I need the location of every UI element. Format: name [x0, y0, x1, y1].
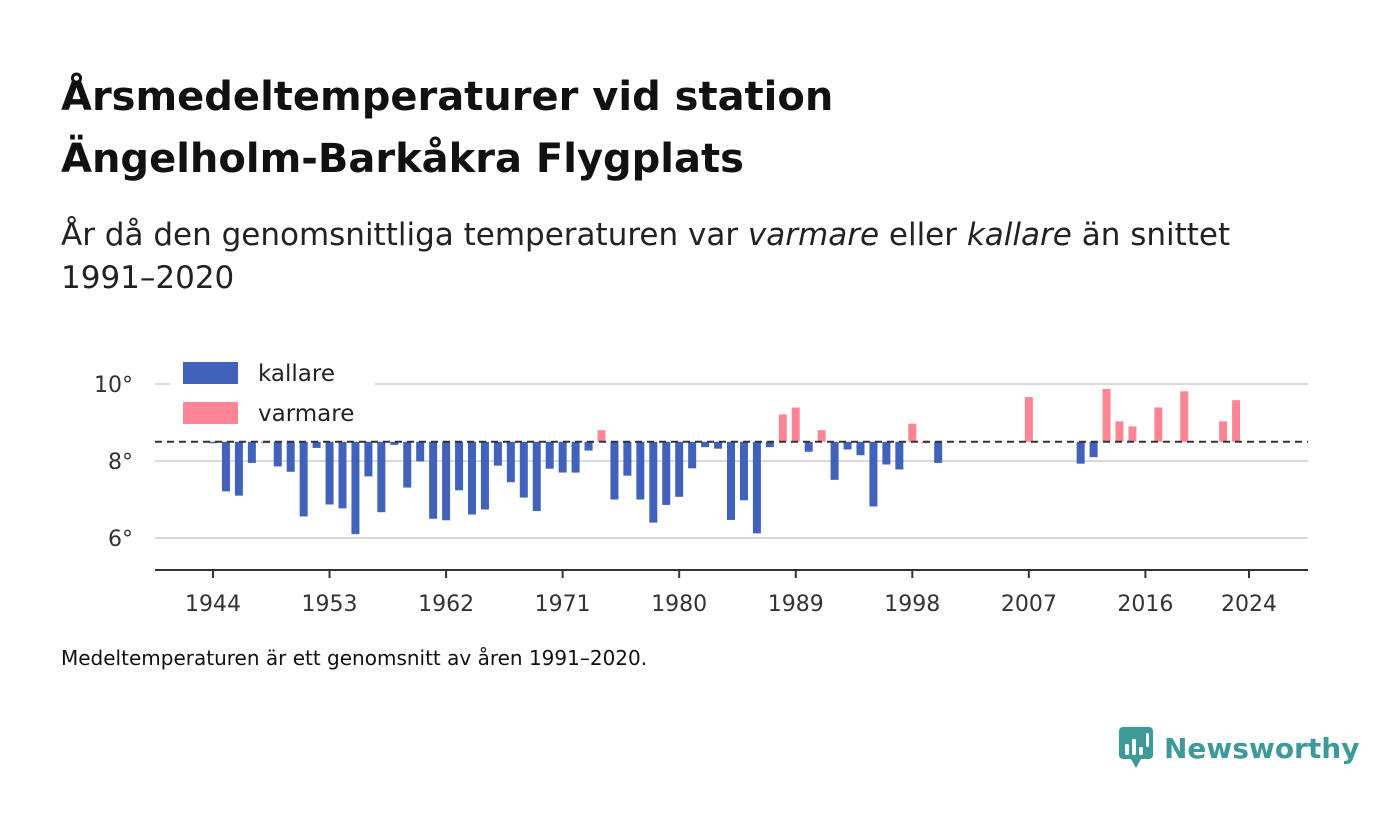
x-tick-label: 2016	[1117, 592, 1173, 617]
bar-1986	[752, 441, 761, 534]
bar-1996	[882, 441, 891, 465]
y-tick-label: 6°	[108, 527, 133, 552]
bar-1946	[234, 441, 243, 496]
bar-1964	[468, 441, 476, 515]
bar-1945	[221, 441, 230, 492]
subtitle-line2: 1991–2020	[61, 260, 235, 296]
bar-1951	[299, 441, 308, 517]
bar-1961	[429, 441, 438, 519]
bar-1990	[804, 441, 813, 452]
subtitle-part1: År då den genomsnittliga temperaturen va…	[61, 217, 748, 253]
x-tick-label: 1980	[651, 592, 707, 617]
bar-1973	[584, 441, 593, 451]
brand-logo: Newsworthy	[1118, 726, 1359, 770]
bar-2015	[1128, 426, 1137, 442]
bar-1949	[273, 441, 282, 467]
bar-1994	[856, 441, 865, 456]
bar-1998	[908, 423, 917, 442]
bar-1975	[610, 441, 619, 500]
bar-1952	[312, 441, 321, 448]
bar-2000	[934, 441, 943, 463]
bar-1981	[688, 441, 697, 469]
bar-1997	[895, 441, 904, 470]
bar-2023	[1232, 400, 1241, 442]
legend-label-kallare: kallare	[258, 361, 335, 387]
newsworthy-logo-icon	[1119, 727, 1153, 768]
bar-1944	[209, 441, 217, 444]
chart-title-line2: Ängelholm-Barkåkra Flygplats	[61, 136, 744, 182]
chart-title-line1: Årsmedeltemperaturer vid station	[61, 74, 834, 120]
bar-1968	[519, 441, 528, 498]
x-tick-label: 2007	[1001, 592, 1057, 617]
bar-1995	[869, 441, 878, 507]
bar-1991	[817, 430, 826, 442]
x-tick-label: 1953	[302, 592, 358, 617]
x-tick-label: 1989	[768, 592, 824, 617]
bar-2011	[1076, 441, 1085, 464]
bar-1954	[338, 441, 347, 509]
y-tick-label: 8°	[108, 450, 133, 475]
x-tick-label: 1971	[535, 592, 591, 617]
brand-name: Newsworthy	[1164, 731, 1360, 765]
bar-1962	[442, 441, 451, 521]
bar-1957	[377, 441, 386, 513]
bar-1982	[701, 441, 710, 448]
subtitle-part2: eller	[879, 217, 967, 253]
subtitle-warm-word: varmare	[747, 217, 880, 253]
bar-2017	[1154, 407, 1163, 442]
bar-1959	[403, 441, 412, 488]
bar-1992	[830, 441, 839, 480]
bar-1984	[727, 441, 735, 520]
bar-1967	[506, 441, 515, 483]
bar-1977	[636, 441, 645, 500]
legend-swatch-varmare	[183, 402, 238, 424]
x-tick-label: 2024	[1221, 592, 1277, 617]
x-tick-label: 1998	[884, 592, 940, 617]
bar-1983	[714, 441, 723, 449]
footnote: Medeltemperaturen är ett genomsnitt av å…	[61, 646, 648, 670]
bar-1987	[765, 441, 774, 448]
bar-1980	[675, 441, 684, 497]
bar-1989	[791, 407, 800, 442]
bar-1976	[623, 441, 632, 476]
chart-subtitle: År då den genomsnittliga temperaturen va…	[61, 214, 1311, 300]
bar-1956	[364, 441, 373, 477]
bar-1958	[390, 441, 399, 445]
legend-label-varmare: varmare	[258, 401, 354, 427]
bar-1974	[597, 430, 606, 442]
subtitle-part3: än snittet	[1071, 217, 1231, 253]
bar-1960	[416, 441, 425, 462]
x-tick-label: 1962	[418, 592, 474, 617]
bar-1988	[778, 414, 787, 442]
bar-1947	[247, 441, 256, 463]
bar-2019	[1180, 391, 1189, 442]
bar-1953	[325, 441, 334, 505]
x-tick-label: 1944	[185, 592, 241, 617]
bar-1965	[480, 441, 489, 510]
bar-2012	[1089, 441, 1098, 458]
bar-1970	[545, 441, 554, 469]
legend-swatch-kallare	[183, 362, 238, 384]
subtitle-cold-word: kallare	[966, 217, 1072, 253]
bar-2013	[1102, 389, 1111, 442]
bar-1979	[662, 441, 671, 505]
bar-1963	[455, 441, 464, 491]
y-tick-label: 10°	[94, 373, 133, 398]
bar-1971	[558, 441, 567, 473]
bar-1950	[286, 441, 295, 472]
bar-1978	[649, 441, 658, 523]
bar-1993	[843, 441, 852, 450]
bar-1969	[532, 441, 541, 512]
bar-2022	[1219, 421, 1228, 442]
bar-1955	[351, 441, 360, 535]
bar-1972	[571, 441, 580, 473]
bar-1966	[493, 441, 502, 466]
chart-title: Årsmedeltemperaturer vid station Ängelho…	[61, 66, 1061, 190]
bar-2014	[1115, 421, 1124, 442]
bar-1985	[739, 441, 748, 501]
bar-2007	[1024, 397, 1033, 442]
temperature-bar-chart: 6° 8° 10° 1944 1953 1962 1971 1980 1989 1998 2007 2…	[94, 354, 1308, 617]
